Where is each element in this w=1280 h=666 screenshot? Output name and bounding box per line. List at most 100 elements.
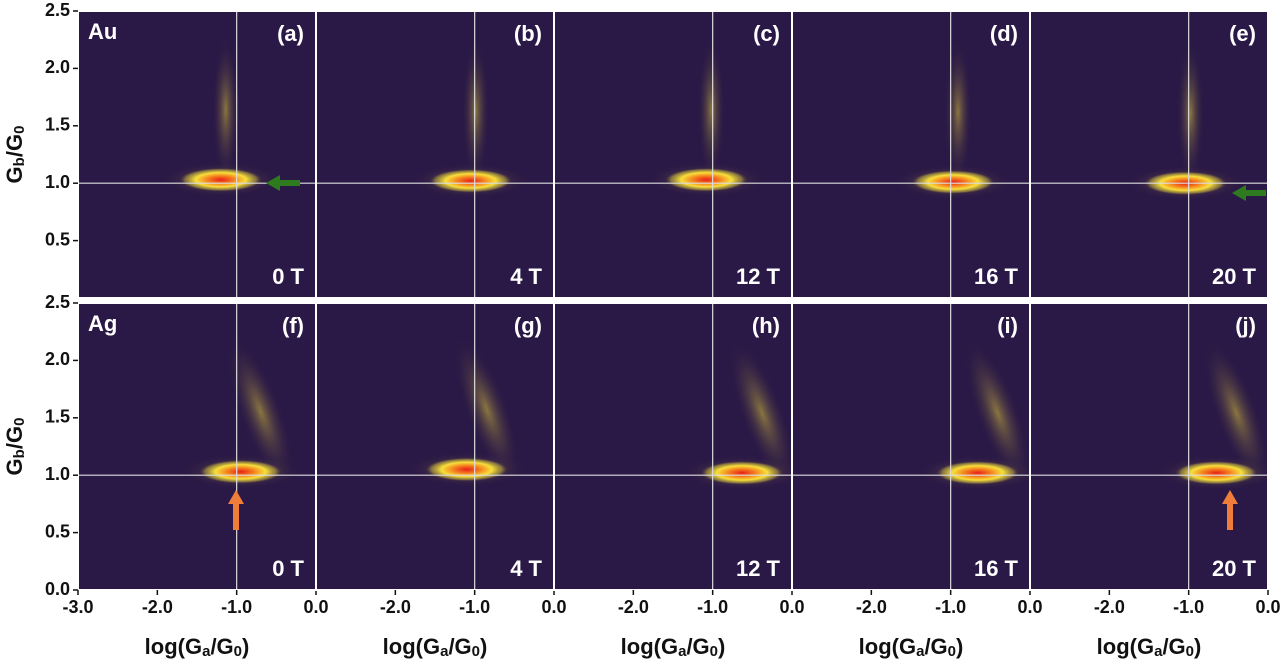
panel: (c) 12 T [553,10,793,299]
subscript: a [202,643,211,660]
y-tick-label: 1.0 [45,172,70,192]
y-tick-label: 1.0 [45,464,70,484]
x-tick-label: -2.0 [380,597,411,617]
y-tick-label: 2.0 [45,57,70,77]
panel-background [792,11,1030,298]
subscript: a [440,643,449,660]
panel-label: (g) [514,313,542,338]
peak [1174,460,1259,485]
y-tick-label: 2.5 [45,0,70,20]
subscript: 0 [1186,643,1194,660]
subscript: b [11,157,28,166]
y-tick-label: 2.0 [45,349,70,369]
label-part: /G [2,134,27,157]
y-axis-label: Gb/G0 [2,418,29,476]
label-part: log(G [859,634,916,659]
x-tick-label: 0.0 [1255,597,1280,617]
field-label: 20 T [1212,264,1257,289]
annotations [228,175,1266,530]
y-tick-label: 0.5 [45,521,70,541]
panel-label: (a) [277,21,304,46]
label-part: log(G [621,634,678,659]
orange-arrow [228,490,244,530]
subscript: a [916,643,925,660]
field-label: 0 T [272,556,304,581]
panel: (b) 4 T [315,10,555,299]
label-part: G [2,458,27,475]
x-axis-label: log(Ga/G0) [145,634,250,661]
density-plume [226,336,295,488]
subscript: 0 [710,643,718,660]
x-tick-label: 0.0 [541,597,566,617]
material-label: Au [88,19,117,44]
y-tick-label: 1.5 [45,407,70,427]
panel: (j) 20 T -2.0 -1.0 0.0 log(Ga/G0) [1029,302,1280,661]
panel-label: (e) [1229,21,1256,46]
density-plume [727,337,792,489]
peak [911,170,996,195]
label-part: /G [924,634,947,659]
panel: (h) 12 T -2.0 -1.0 0.0 log(Ga/G0) [553,302,805,661]
density [680,337,792,491]
panel-label: (b) [514,21,542,46]
label-part: log(G [1097,634,1154,659]
label-part: /G [210,634,233,659]
label-part: G [2,166,27,183]
subscript: b [11,449,28,458]
density-plume [1202,337,1268,489]
subscript: 0 [11,126,28,134]
subscript: 0 [234,643,242,660]
label-part: ) [956,634,963,659]
field-label: 12 T [736,556,781,581]
field-label: 0 T [272,264,304,289]
subscript: 0 [472,643,480,660]
label-part: ) [1194,634,1201,659]
x-axis-label: log(Ga/G0) [1097,634,1202,661]
density [178,336,303,490]
y-tick-label: 0.0 [45,579,70,599]
green-arrow [266,175,300,191]
x-axis-label: log(Ga/G0) [621,634,726,661]
density [158,34,283,198]
peak [424,457,509,482]
y-tick-label: 0.5 [45,229,70,249]
peak [700,460,785,485]
panel-label: (h) [752,313,780,338]
x-tick-label: -1.0 [1173,597,1204,617]
x-axis-label: log(Ga/G0) [383,634,488,661]
x-tick-label: -1.0 [221,597,252,617]
label-part: /G [1162,634,1185,659]
label-part: /G [2,426,27,449]
density-plume [963,337,1030,489]
panel-background [1030,11,1268,298]
orange-arrow [1222,490,1238,530]
panel: (e) 20 T [1029,10,1269,299]
panel-background [316,11,554,298]
density [915,337,1030,491]
y-tick-label: 2.5 [45,292,70,312]
x-tick-label: -1.0 [935,597,966,617]
panel-label: (i) [997,313,1018,338]
panel-label: (f) [282,313,304,338]
peak [178,167,263,192]
x-tick-label: 0.0 [303,597,328,617]
subscript: a [678,643,687,660]
subscript: a [1154,643,1163,660]
subscript: 0 [11,418,28,426]
green-arrow [1232,185,1266,201]
label-part: /G [686,634,709,659]
density [1154,337,1268,491]
panel-label: (j) [1235,313,1256,338]
x-tick-label: -1.0 [459,597,490,617]
label-part: ) [242,634,249,659]
label-part: /G [448,634,471,659]
density [644,34,769,198]
panel-background [554,11,792,298]
density-plume [452,333,522,486]
panel: Au (a) 0 T 0.5 1.0 1.5 2.0 2.5 Gb/G0 [2,0,317,299]
field-label: 16 T [974,556,1019,581]
density-plume [461,35,490,186]
panel-background [78,11,316,298]
